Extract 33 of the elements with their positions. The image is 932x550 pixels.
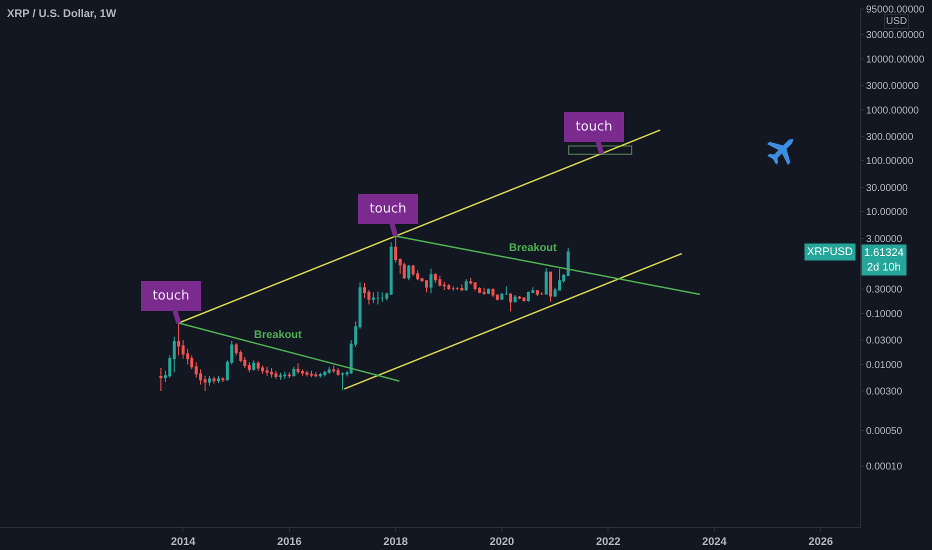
annotation: XRPUSD	[807, 246, 853, 258]
x-tick-label: 2014	[170, 536, 196, 548]
y-tick-label: 30000.00000	[866, 30, 925, 42]
y-tick-label: 10.00000	[866, 207, 908, 218]
y-tick-label: 3.00000	[866, 234, 903, 245]
annotation: touch	[152, 288, 190, 304]
y-tick-label: 0.00050	[866, 426, 903, 438]
series-label: Breakout	[509, 242, 558, 254]
x-tick-label: 2022	[596, 536, 620, 548]
y-tick-label: 300.00000	[866, 132, 914, 143]
y-tick-label: 30.00000	[866, 182, 908, 194]
x-tick-label: 2020	[490, 536, 514, 548]
y-tick-label: 95000.00000	[866, 4, 925, 16]
y-tick-label: 100.00000	[866, 156, 914, 168]
x-tick-label: 2026	[808, 536, 833, 548]
y-tick-label: 0.01000	[866, 360, 903, 371]
y-tick-label: 0.10000	[866, 308, 903, 320]
x-tick-label: 2018	[383, 536, 408, 548]
series-label: Breakout	[254, 329, 302, 341]
annotation: touch	[576, 120, 612, 134]
chart-title: XRP / U.S. Dollar, 1W	[7, 8, 117, 20]
y-tick-label: 0.00010	[866, 462, 903, 473]
y-tick-label: 0.00300	[866, 386, 903, 398]
annotation: touch	[370, 202, 406, 216]
y-tick-label: 3000.00000	[866, 81, 920, 92]
x-tick-label: 2024	[702, 536, 728, 548]
y-tick-label: 10000.00000	[866, 54, 925, 66]
y-tick-label: 0.30000	[866, 284, 903, 296]
y-tick-label: 0.03000	[866, 336, 903, 347]
text: 1.61324 2d 10h	[864, 247, 904, 274]
y-tick-label: 1000.00000	[866, 105, 920, 116]
x-tick-label: 2016	[277, 536, 302, 548]
y-axis-title: USD	[886, 16, 908, 27]
